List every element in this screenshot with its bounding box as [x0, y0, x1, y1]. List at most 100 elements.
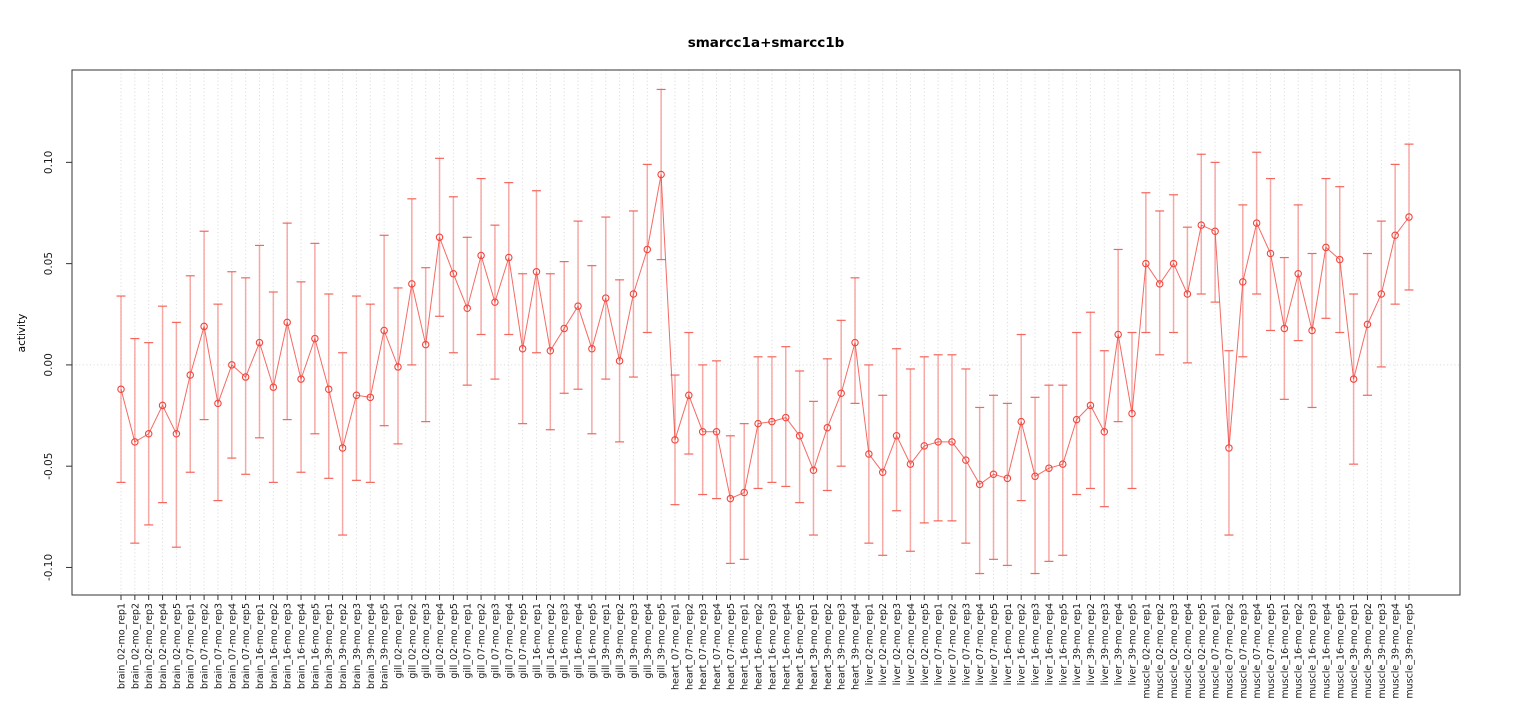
error-bars	[116, 88, 1414, 575]
x-tick-label: liver_39-mo_rep2	[1086, 603, 1097, 685]
x-tick-label: muscle_39-mo_rep5	[1405, 603, 1416, 699]
x-tick-label: liver_39-mo_rep3	[1100, 603, 1111, 685]
data-point	[1114, 330, 1122, 339]
x-tick-label: muscle_02-mo_rep3	[1169, 603, 1180, 699]
data-point	[1336, 255, 1344, 264]
x-tick-label: gill_02-mo_rep2	[407, 603, 418, 679]
data-point	[948, 438, 956, 446]
x-tick-label: brain_16-mo_rep4	[297, 603, 308, 689]
data-point	[768, 417, 776, 426]
data-point	[671, 436, 679, 444]
x-tick-label: muscle_07-mo_rep4	[1252, 603, 1263, 699]
data-point	[560, 324, 568, 333]
x-tick-label: gill_02-mo_rep3	[421, 603, 432, 679]
data-point	[1100, 427, 1109, 436]
x-tick-label: gill_39-mo_rep1	[601, 603, 612, 679]
x-tick-label: gill_02-mo_rep4	[435, 603, 446, 679]
x-tick-label: liver_02-mo_rep3	[892, 603, 903, 685]
y-axis-title: activity	[16, 314, 28, 353]
x-tick-label: brain_02-mo_rep5	[172, 603, 183, 689]
data-point	[1239, 278, 1247, 286]
x-tick-label: gill_16-mo_rep1	[532, 603, 543, 679]
data-point	[131, 438, 139, 446]
data-point	[740, 488, 748, 497]
data-point	[228, 361, 236, 369]
data-point	[463, 304, 471, 312]
x-tick-label: gill_39-mo_rep4	[643, 603, 654, 679]
data-point	[117, 385, 125, 393]
x-tick-label: heart_39-mo_rep3	[837, 603, 848, 690]
x-tick-label: brain_07-mo_rep3	[213, 603, 224, 689]
x-tick-label: muscle_02-mo_rep1	[1141, 603, 1152, 699]
data-point	[449, 270, 458, 278]
x-tick-label: heart_16-mo_rep4	[781, 603, 792, 690]
data-point	[518, 344, 527, 353]
data-point	[200, 322, 208, 331]
x-tick-label: brain_16-mo_rep3	[283, 603, 294, 689]
x-tick-label: gill_16-mo_rep4	[574, 603, 585, 679]
x-tick-label: muscle_07-mo_rep5	[1266, 603, 1277, 699]
data-point	[435, 233, 444, 242]
x-tick-label: muscle_07-mo_rep1	[1211, 603, 1222, 699]
plot-box	[71, 69, 1461, 596]
data-point	[754, 419, 762, 428]
data-point	[1252, 219, 1261, 227]
data-point	[311, 334, 319, 343]
data-point	[491, 298, 499, 306]
data-point	[1128, 409, 1136, 418]
chart-title: smarcc1a+smarcc1b	[688, 35, 845, 51]
x-tick-label: liver_02-mo_rep5	[920, 603, 931, 685]
data-point	[865, 450, 873, 458]
x-tick-label: liver_07-mo_rep1	[934, 603, 945, 685]
data-point	[1280, 324, 1289, 333]
x-tick-label: liver_39-mo_rep5	[1128, 603, 1139, 685]
x-tick-label: heart_16-mo_rep3	[767, 603, 778, 690]
data-point	[352, 391, 361, 400]
gridlines	[72, 70, 1460, 595]
data-point	[324, 385, 333, 393]
data-point	[186, 371, 194, 379]
x-tick-label: brain_02-mo_rep1	[117, 603, 128, 689]
series-line	[120, 174, 1410, 500]
x-tick-label: muscle_39-mo_rep3	[1377, 603, 1388, 699]
data-point	[1045, 464, 1053, 472]
x-tick-label: muscle_39-mo_rep1	[1349, 603, 1360, 699]
y-tick-label: -0.05	[43, 453, 55, 480]
data-point	[1308, 326, 1316, 335]
x-tick-label: liver_02-mo_rep4	[906, 603, 917, 685]
x-tick-label: liver_16-mo_rep1	[1003, 603, 1014, 685]
x-tick-label: brain_16-mo_rep5	[310, 603, 321, 689]
data-point	[920, 442, 929, 450]
data-point	[906, 460, 915, 468]
x-tick-label: heart_07-mo_rep4	[712, 603, 723, 690]
x-tick-label: gill_39-mo_rep2	[615, 603, 626, 679]
x-tick-label: gill_39-mo_rep3	[629, 603, 640, 679]
data-point	[601, 294, 610, 302]
x-tick-label: liver_39-mo_rep4	[1114, 603, 1125, 685]
x-tick-label: heart_07-mo_rep2	[684, 603, 695, 690]
data-point	[532, 267, 541, 276]
data-point	[823, 423, 832, 432]
data-point	[144, 430, 153, 438]
data-point	[878, 468, 887, 477]
x-tick-label: heart_16-mo_rep5	[795, 603, 806, 690]
x-tick-label: muscle_02-mo_rep2	[1155, 603, 1166, 699]
x-tick-label: heart_39-mo_rep4	[851, 603, 862, 690]
data-point	[643, 245, 652, 254]
data-points	[117, 170, 1413, 503]
x-tick-label: muscle_07-mo_rep2	[1224, 603, 1235, 699]
data-point	[1169, 259, 1178, 268]
data-point	[1363, 320, 1372, 329]
x-tick-label: muscle_02-mo_rep4	[1183, 603, 1194, 699]
x-tick-label: muscle_02-mo_rep5	[1197, 603, 1208, 699]
x-tick-label: heart_07-mo_rep1	[670, 603, 681, 690]
x-tick-label: brain_16-mo_rep2	[269, 603, 280, 689]
data-point	[1211, 227, 1219, 235]
x-tick-label: liver_07-mo_rep4	[975, 603, 986, 685]
x-tick-label: muscle_39-mo_rep2	[1363, 603, 1374, 699]
data-point	[1003, 474, 1012, 483]
x-tick-label: liver_07-mo_rep2	[947, 603, 958, 685]
data-point	[1059, 460, 1067, 468]
data-point	[1017, 417, 1025, 426]
data-point	[255, 338, 264, 347]
